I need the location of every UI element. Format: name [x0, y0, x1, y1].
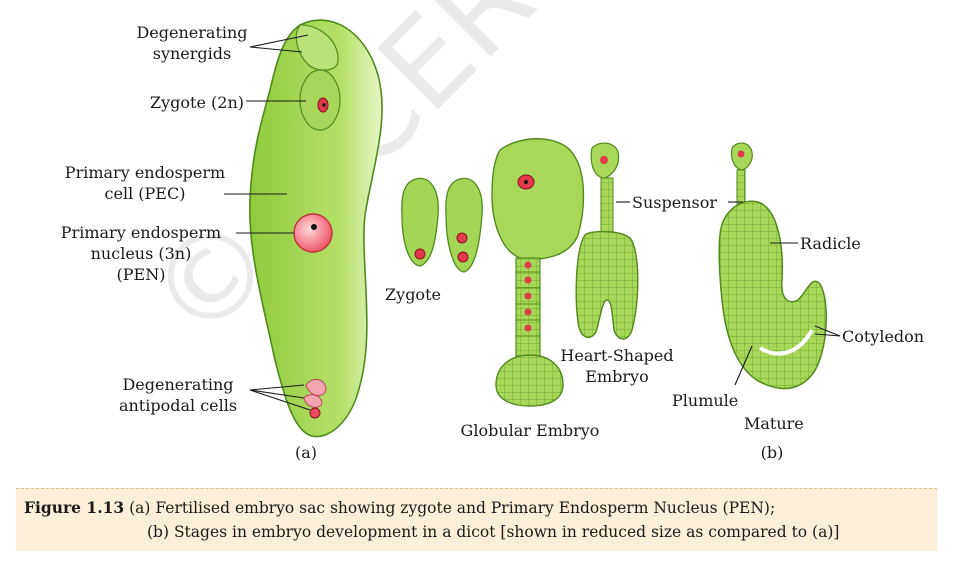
label-panel-a: (a) — [294, 443, 318, 462]
leader-lines-b — [616, 201, 841, 386]
figure-label: Figure 1.13 — [24, 498, 125, 517]
caption-text-1: (a) Fertilised embryo sac showing zygote… — [129, 499, 776, 517]
caption-line-1: Figure 1.13 (a) Fertilised embryo sac sh… — [24, 498, 775, 517]
figure-caption: Figure 1.13 (a) Fertilised embryo sac sh… — [16, 488, 937, 551]
diagram: Degenerating synergids Zygote (2n) Prima… — [60, 19, 925, 462]
diagram-drawing — [224, 19, 841, 438]
label-zygote-2n: Zygote (2n) — [150, 93, 244, 112]
pen-nucleus-shape — [293, 213, 333, 253]
label-heart-shaped-embryo: Heart-Shaped Embryo — [560, 346, 674, 386]
leader-lines-a — [224, 34, 311, 411]
globular-embryo — [491, 138, 585, 407]
heart-shaped-embryo — [575, 142, 639, 340]
label-radicle: Radicle — [800, 234, 861, 253]
label-primary-endosperm-nucleus: Primary endosperm nucleus (3n) (PEN) — [60, 223, 222, 284]
label-panel-b: (b) — [760, 443, 784, 462]
label-cotyledon: Cotyledon — [842, 327, 925, 346]
label-globular-embryo: Globular Embryo — [460, 421, 600, 440]
synergid-shape — [295, 24, 339, 71]
label-mature: Mature — [744, 414, 804, 433]
label-degenerating-antipodal: Degenerating antipodal cells — [118, 375, 238, 415]
label-primary-endosperm-cell: Primary endosperm cell (PEC) — [64, 163, 226, 203]
label-plumule: Plumule — [672, 391, 739, 410]
label-zygote: Zygote — [385, 285, 441, 304]
embryo-sac — [249, 19, 383, 438]
label-degenerating-synergids: Degenerating synergids — [136, 23, 248, 63]
mature-embryo — [718, 142, 827, 390]
caption-line-2: (b) Stages in embryo development in a di… — [147, 523, 840, 541]
label-suspensor: Suspensor — [632, 193, 717, 212]
zygote-stages — [401, 177, 483, 273]
